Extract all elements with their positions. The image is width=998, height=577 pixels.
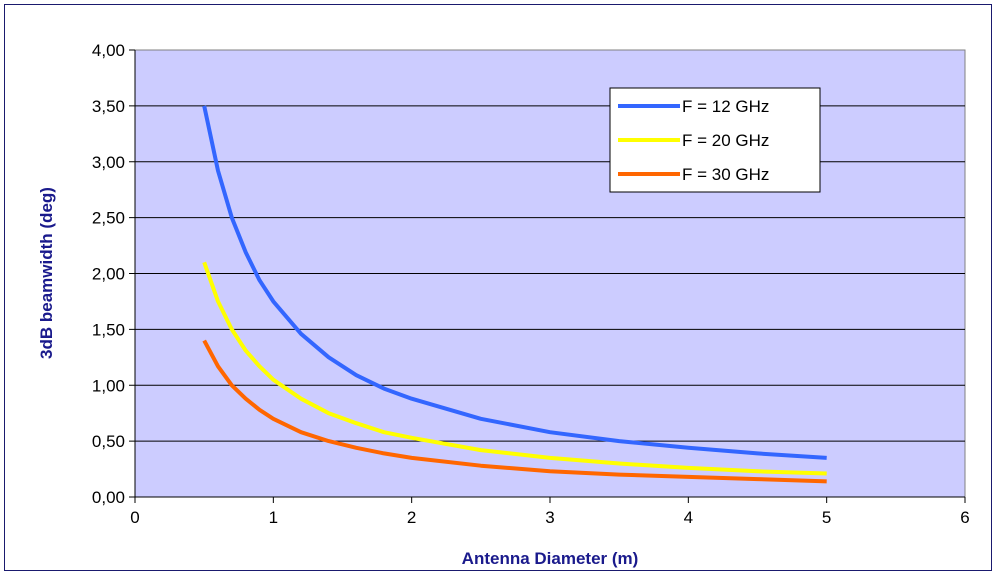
series-line-1 (202, 105, 827, 460)
x-axis-title: Antenna Diameter (m) (462, 549, 639, 568)
y-tick-label: 1,00 (92, 376, 125, 395)
legend: F = 12 GHz F = 20 GHz F = 30 GHz (609, 87, 821, 193)
y-tick-label: 1,50 (92, 320, 125, 339)
y-tick-label: 4,00 (92, 41, 125, 60)
x-tick-label: 1 (269, 508, 278, 527)
y-tick-label: 0,50 (92, 432, 125, 451)
legend-label: F = 30 GHz (682, 165, 769, 184)
series-line-2 (202, 261, 827, 476)
legend-label: F = 20 GHz (682, 131, 769, 150)
x-tick-label: 2 (407, 508, 416, 527)
y-tick-label: 2,00 (92, 265, 125, 284)
x-tick-label: 4 (684, 508, 693, 527)
x-tick-label: 3 (545, 508, 554, 527)
x-axis-ticks: 0 1 2 3 4 5 6 (130, 497, 970, 527)
x-tick-label: 6 (960, 508, 969, 527)
y-tick-label: 3,50 (92, 97, 125, 116)
y-tick-label: 3,00 (92, 153, 125, 172)
y-axis-title: 3dB beamwidth (deg) (37, 187, 56, 359)
series-line-3 (202, 339, 827, 484)
gridlines (135, 105, 965, 442)
x-tick-label: 5 (822, 508, 831, 527)
legend-label: F = 12 GHz (682, 97, 769, 116)
series-lines (202, 105, 827, 484)
x-tick-label: 0 (130, 508, 139, 527)
y-tick-label: 2,50 (92, 209, 125, 228)
y-axis-ticks: 0,00 0,50 1,00 1,50 2,00 2,50 3,00 3,50 4,00 (92, 41, 135, 507)
y-tick-label: 0,00 (92, 488, 125, 507)
